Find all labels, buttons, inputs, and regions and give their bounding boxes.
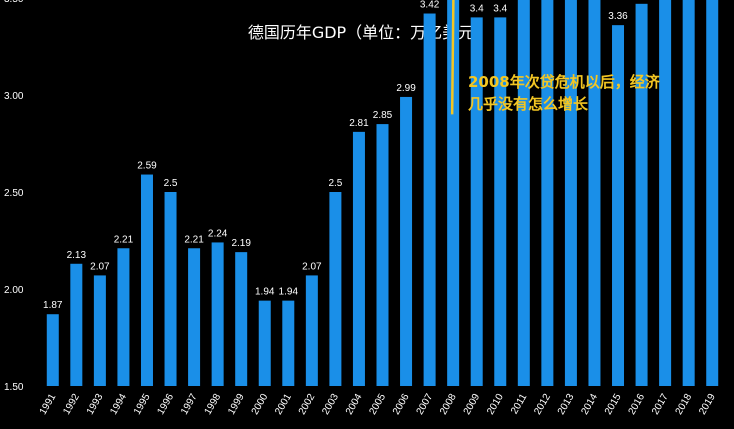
x-tick-2013: 2013: [556, 392, 577, 417]
x-axis: 1991 1992 1993 1994 1995 1996 1997 1998 1999 2000…: [38, 392, 718, 417]
x-tick-2014: 2014: [579, 392, 600, 417]
y-tick-label: 3.50: [4, 0, 24, 5]
bar-2019: [706, 0, 719, 386]
data-label-2005: 2.85: [373, 110, 393, 121]
bar-2006: [400, 96, 413, 386]
data-label-1991: 1.87: [43, 300, 63, 311]
data-label-1992: 2.13: [67, 250, 87, 261]
bar-2000: [258, 300, 271, 386]
y-tick-label: 2.00: [4, 285, 24, 296]
bar-2004: [352, 131, 365, 386]
annotation-marker-line: [450, 0, 455, 115]
x-tick-1997: 1997: [179, 392, 200, 417]
bar-1992: [70, 263, 83, 386]
y-tick-label: 1.50: [4, 382, 24, 393]
data-labels: 1.872.132.072.212.592.52.212.242.191.94 1…: [43, 0, 652, 311]
y-axis: 1.502.002.503.003.504.004.50: [4, 0, 24, 393]
data-label-2006: 2.99: [396, 83, 416, 94]
x-tick-2011: 2011: [509, 392, 529, 417]
x-tick-2016: 2016: [627, 392, 648, 417]
annotation-line-2: 几乎没有怎么增长: [468, 95, 589, 113]
x-tick-1999: 1999: [226, 392, 247, 417]
bar-1999: [235, 252, 248, 386]
bar-2003: [329, 192, 342, 386]
x-tick-2007: 2007: [415, 392, 436, 417]
x-tick-2012: 2012: [532, 392, 553, 417]
data-label-1997: 2.21: [184, 234, 204, 245]
x-tick-2005: 2005: [367, 392, 388, 417]
x-tick-2002: 2002: [297, 392, 318, 417]
x-tick-1992: 1992: [61, 392, 82, 417]
bar-2001: [282, 300, 295, 386]
x-tick-2019: 2019: [697, 392, 718, 417]
data-label-1999: 2.19: [231, 238, 251, 249]
x-tick-2009: 2009: [462, 392, 483, 417]
x-tick-1993: 1993: [85, 392, 106, 417]
x-tick-2017: 2017: [650, 392, 671, 417]
bar-2007: [423, 13, 436, 387]
data-label-1995: 2.59: [137, 161, 157, 172]
data-label-1993: 2.07: [90, 261, 110, 272]
x-tick-2003: 2003: [320, 392, 341, 417]
bar-2009: [470, 17, 483, 387]
x-tick-1994: 1994: [108, 392, 129, 417]
bar-2013: [564, 0, 577, 386]
annotation-line-1: 2008年次贷危机以后，经济: [468, 73, 661, 91]
bar-2016: [635, 3, 648, 386]
bar-1998: [211, 242, 224, 386]
x-tick-2015: 2015: [603, 392, 624, 417]
bar-2008: [447, 0, 460, 386]
x-tick-2004: 2004: [344, 392, 365, 417]
bar-2005: [376, 124, 389, 386]
x-tick-2001: 2001: [273, 392, 294, 417]
bar-1997: [188, 248, 201, 386]
data-label-2009: 3.4: [470, 3, 484, 14]
bar-1993: [93, 275, 106, 386]
bar-2011: [517, 0, 530, 386]
bar-2012: [541, 0, 554, 387]
bar-2014: [588, 0, 601, 386]
bar-1994: [117, 248, 130, 386]
x-tick-2018: 2018: [674, 392, 695, 417]
data-label-1994: 2.21: [114, 234, 134, 245]
bar-series: [46, 0, 719, 387]
bar-2017: [659, 0, 672, 387]
bar-1991: [46, 314, 59, 386]
y-tick-label: 2.50: [4, 188, 24, 199]
data-label-2000: 1.94: [255, 287, 275, 298]
data-label-1998: 2.24: [208, 228, 228, 239]
x-tick-1991: 1991: [38, 392, 59, 417]
y-tick-label: 3.00: [4, 91, 24, 102]
bar-2018: [682, 0, 695, 386]
data-label-2004: 2.81: [349, 118, 369, 129]
data-label-2001: 1.94: [279, 287, 299, 298]
x-tick-2000: 2000: [250, 392, 271, 417]
data-label-2007: 3.42: [420, 0, 440, 11]
bar-1995: [140, 174, 153, 386]
bar-1996: [164, 192, 177, 386]
data-label-2015: 3.36: [608, 11, 628, 22]
x-tick-1995: 1995: [132, 392, 153, 417]
data-label-2010: 3.4: [493, 3, 507, 14]
data-label-1996: 2.5: [164, 178, 178, 189]
x-tick-2010: 2010: [485, 392, 506, 417]
data-label-2016: 3.47: [632, 0, 652, 1]
x-tick-1996: 1996: [155, 392, 176, 417]
x-tick-2008: 2008: [438, 392, 459, 417]
data-label-2003: 2.5: [328, 178, 342, 189]
bar-2015: [612, 25, 625, 386]
data-label-2002: 2.07: [302, 261, 322, 272]
x-tick-1998: 1998: [203, 392, 224, 417]
bar-2002: [305, 275, 318, 386]
x-tick-2006: 2006: [391, 392, 412, 417]
bar-2010: [494, 17, 507, 387]
